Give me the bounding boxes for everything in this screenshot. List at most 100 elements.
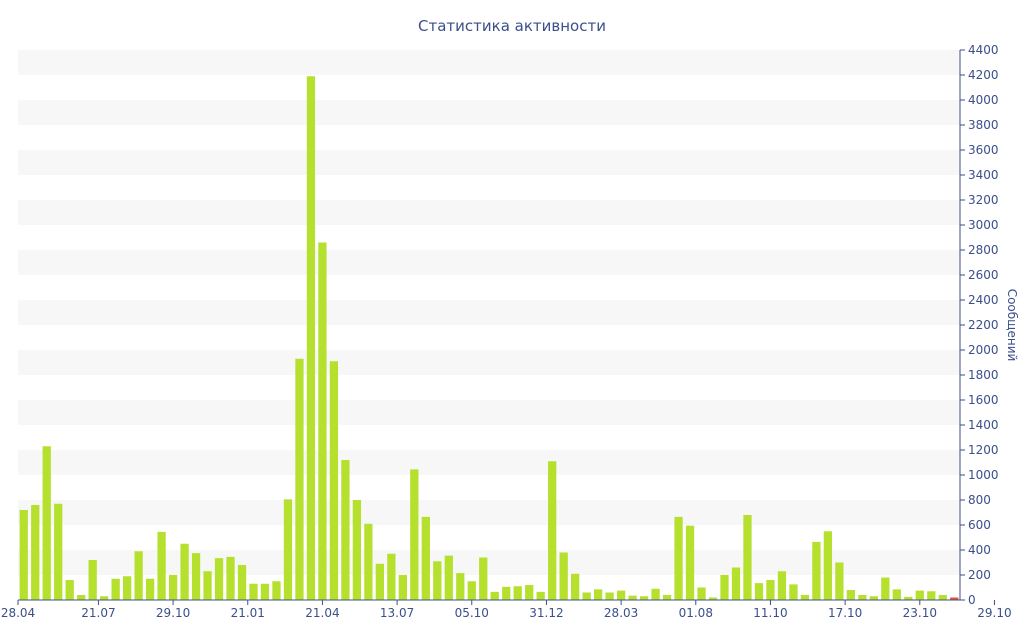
bar[interactable] [697,587,706,601]
y-tick-label: 4200 [968,68,999,82]
bar[interactable] [479,557,488,601]
bar[interactable] [708,597,718,601]
bar[interactable] [571,573,580,600]
bar[interactable] [100,596,109,600]
bar[interactable] [754,583,764,600]
bar[interactable] [77,595,86,600]
bar[interactable] [410,469,419,600]
bar[interactable] [111,578,120,600]
bar[interactable] [214,558,224,600]
bar[interactable] [525,585,534,600]
bar[interactable] [662,595,672,600]
bar[interactable] [812,541,821,600]
bar[interactable] [88,560,97,600]
bar[interactable] [31,505,40,600]
bar[interactable] [927,591,936,600]
bar[interactable] [444,555,453,600]
bar[interactable] [593,589,603,600]
bar[interactable] [157,531,166,600]
bar[interactable] [513,586,522,600]
chart-title: Статистика активности [418,17,606,35]
bar[interactable] [490,591,499,600]
bars-group [19,76,959,601]
bar[interactable] [823,531,833,600]
bar[interactable] [180,543,189,600]
bar[interactable] [295,358,304,600]
bar[interactable] [582,592,591,601]
bar[interactable] [502,586,511,600]
bar[interactable] [375,563,385,600]
bar[interactable] [191,553,201,600]
bar[interactable] [318,242,327,601]
bar[interactable] [433,561,442,600]
bar[interactable] [674,516,683,600]
bar[interactable] [122,576,132,600]
bar[interactable] [938,595,947,600]
bar[interactable] [398,575,407,600]
bar[interactable] [881,577,890,601]
x-tick-label: 21.01 [231,606,265,620]
bar[interactable] [777,571,787,600]
bar[interactable] [835,562,844,601]
bar[interactable] [789,584,798,600]
bar[interactable] [260,583,270,600]
bar[interactable] [306,76,316,600]
bar[interactable] [272,581,281,600]
y-axis-label: Сообщений [1005,289,1019,362]
bar[interactable] [915,590,924,600]
bar[interactable] [329,361,339,600]
bar[interactable] [904,596,913,600]
bar[interactable] [19,510,28,600]
bar[interactable] [168,575,178,600]
y-tick-label: 800 [968,493,991,507]
bar[interactable] [42,446,51,600]
bar[interactable] [65,580,74,600]
bar[interactable] [616,590,626,600]
bar[interactable] [536,591,545,600]
y-tick-label: 4400 [968,43,999,57]
bar[interactable] [869,596,878,600]
bar[interactable] [283,499,293,600]
bar[interactable] [766,580,775,600]
x-tick-label: 29.10 [156,606,190,620]
bar[interactable] [559,552,568,601]
y-tick-label: 2200 [968,318,999,332]
bar[interactable] [226,556,235,600]
bar[interactable] [387,553,396,600]
bar[interactable] [731,567,741,601]
x-tick-label: 11.10 [753,606,787,620]
bar[interactable] [720,575,729,600]
bar[interactable] [456,573,465,600]
bar[interactable] [846,590,856,600]
bar[interactable] [685,525,695,600]
bar[interactable] [203,571,212,600]
bar[interactable] [800,595,810,600]
bar[interactable] [145,578,155,600]
y-tick-label: 3400 [968,168,999,182]
bar[interactable] [743,515,752,600]
y-tick-label: 1200 [968,443,999,457]
grid-band [18,450,960,475]
bar[interactable] [364,523,373,600]
bar[interactable] [249,583,258,600]
bar[interactable] [605,592,614,601]
x-tick-label: 28.04 [1,606,35,620]
grid-band [18,350,960,375]
bar[interactable] [134,551,143,600]
bar[interactable] [237,565,247,600]
bar[interactable] [352,500,362,600]
bar[interactable] [467,581,476,600]
y-tick-label: 200 [968,568,991,582]
bar[interactable] [892,589,901,600]
bar[interactable] [421,516,430,600]
bar[interactable] [628,595,637,600]
bar[interactable] [639,596,649,600]
bar[interactable] [548,461,557,600]
bar[interactable] [651,588,660,600]
bar[interactable] [54,503,63,600]
bar[interactable] [950,597,959,601]
x-tick-label: 28.03 [604,606,638,620]
grid-bands [18,50,960,575]
bar[interactable] [341,460,350,600]
bar[interactable] [858,595,867,600]
